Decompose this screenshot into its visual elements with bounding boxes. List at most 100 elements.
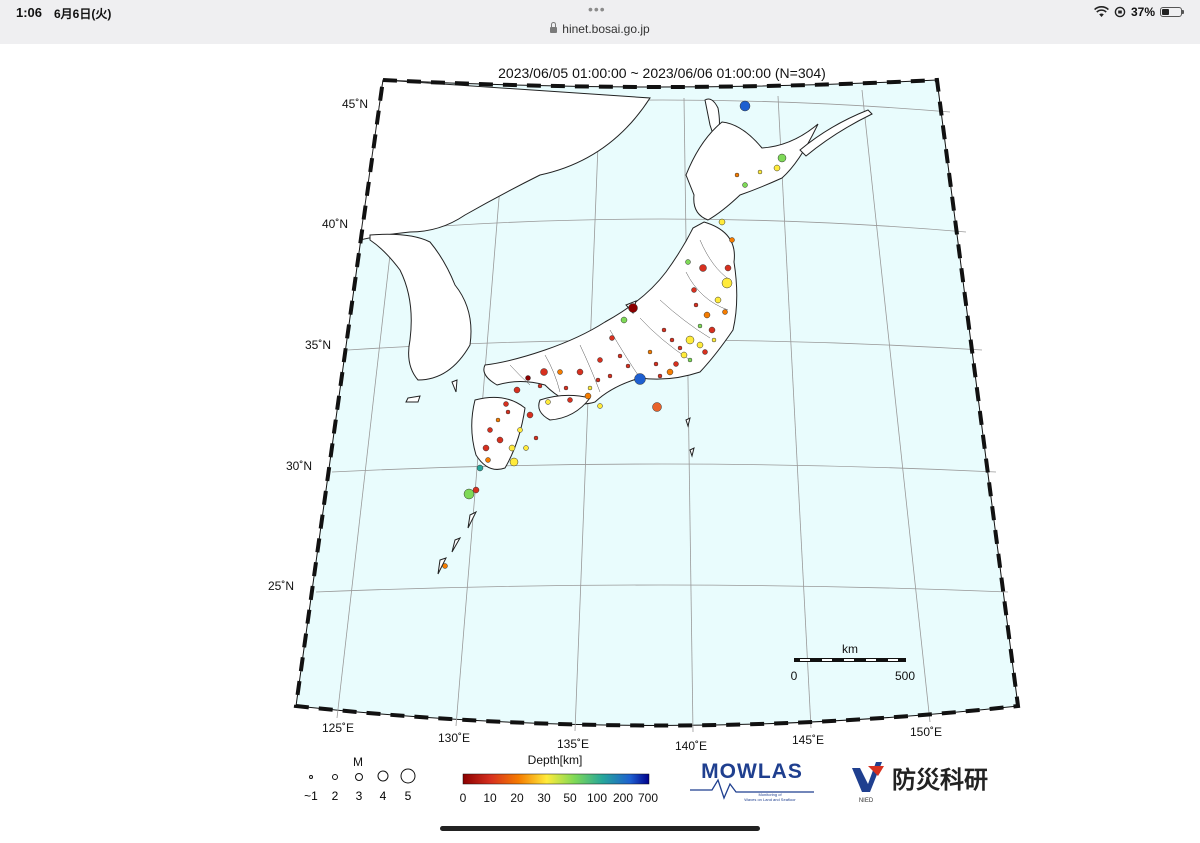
epicenter-marker: [537, 383, 543, 389]
epicenter-marker: [653, 361, 659, 367]
depth-label: 10: [483, 791, 497, 805]
map-frame: [293, 77, 1021, 728]
epicenter-marker: [513, 386, 521, 394]
nied-subtitle: NIED: [859, 798, 874, 804]
wifi-icon: [1094, 6, 1109, 17]
kyushu: [471, 396, 526, 470]
url-text: hinet.bosai.go.jp: [562, 22, 650, 36]
status-time: 1:06: [16, 5, 43, 20]
magnitude-legend: M ~1 2 3 4 5: [304, 755, 416, 803]
depth-legend-title: Depth[km]: [528, 753, 583, 767]
nied-logo[interactable]: NIED 防災科研: [852, 762, 988, 804]
epicenter-marker: [729, 237, 735, 243]
asian-mainland: [359, 79, 651, 241]
latitude-labels: 45˚N 40˚N 35˚N 30˚N 25˚N: [268, 97, 368, 593]
epicenter-marker: [567, 397, 573, 403]
epicenter-marker: [587, 385, 593, 391]
lon-label: 130˚E: [438, 731, 470, 745]
nied-emblem-accent-icon: [868, 766, 884, 776]
epicenter-marker: [485, 457, 491, 463]
epicenter-marker: [773, 164, 781, 172]
depth-label: 30: [537, 791, 551, 805]
depth-label: 0: [460, 791, 467, 805]
lat-label: 35˚N: [305, 338, 331, 352]
epicenter-marker: [523, 445, 529, 451]
epicenter-marker: [757, 169, 763, 175]
mowlas-subtitle: Monitoring of: [758, 792, 782, 797]
epicenter-marker: [708, 326, 716, 334]
epicenter-marker: [703, 311, 711, 319]
epicenter-marker: [673, 361, 679, 367]
epicenter-marker: [721, 277, 733, 289]
epicenter-marker: [677, 345, 683, 351]
epicenter-marker: [718, 218, 726, 226]
korean-peninsula: [369, 233, 472, 381]
battery-icon: [1160, 7, 1184, 17]
epicenter-marker: [711, 337, 717, 343]
epicenter-marker: [557, 369, 563, 375]
earthquake-markers: [442, 100, 787, 569]
epicenter-marker: [540, 368, 548, 376]
graticule: [315, 79, 1009, 733]
lon-label: 140˚E: [675, 739, 707, 753]
epicenter-marker: [734, 172, 740, 178]
mowlas-logo[interactable]: MOWLAS Monitoring of Waves on Land and S…: [690, 760, 814, 802]
epicenter-marker: [724, 264, 732, 272]
epicenter-marker: [476, 464, 484, 472]
epicenter-marker: [685, 259, 691, 265]
tsushima: [451, 379, 458, 393]
battery-percent: 37%: [1130, 5, 1155, 19]
lock-icon: [550, 22, 558, 33]
epicenter-marker: [584, 392, 592, 400]
epicenter-marker: [442, 563, 448, 569]
address-bar[interactable]: hinet.bosai.go.jp: [0, 22, 1200, 36]
nied-logo-text: 防災科研: [892, 766, 988, 794]
epicenter-marker: [685, 335, 695, 345]
epicenter-marker: [487, 427, 493, 433]
epicenter-marker: [657, 373, 663, 379]
mag-legend-title: M: [353, 755, 363, 769]
mag-label: 5: [405, 789, 412, 803]
epicenter-marker: [742, 182, 748, 188]
epicenter-marker: [509, 457, 519, 467]
mowlas-subtitle: Waves on Land and Seafloor: [744, 797, 796, 802]
epicenter-marker: [607, 373, 613, 379]
epicenter-marker: [482, 444, 490, 452]
epicenter-marker: [526, 411, 534, 419]
epicenter-marker: [597, 357, 603, 363]
mowlas-logo-text: MOWLAS: [701, 760, 803, 783]
epicenter-marker: [652, 402, 662, 412]
depth-label: 50: [563, 791, 577, 805]
lon-label: 145˚E: [792, 733, 824, 747]
lat-label: 30˚N: [286, 459, 312, 473]
home-indicator[interactable]: [440, 826, 760, 831]
epicenter-marker: [696, 341, 704, 349]
epicenter-marker: [669, 337, 675, 343]
status-indicators: 37%: [1094, 4, 1184, 20]
epicenter-marker: [533, 435, 539, 441]
epicenter-marker: [739, 100, 751, 112]
lon-label: 150˚E: [910, 725, 942, 739]
longitude-labels: 125˚E 130˚E 135˚E 140˚E 145˚E 150˚E: [322, 721, 942, 753]
orientation-lock-icon: [1114, 6, 1126, 18]
epicenter-marker: [617, 353, 623, 359]
lon-label: 125˚E: [322, 721, 354, 735]
depth-legend: Depth[km] 0 10 20 30 50 100 200 700: [460, 753, 659, 805]
epicenter-marker: [609, 335, 615, 341]
epicenter-marker: [699, 264, 707, 272]
epicenter-marker: [496, 436, 504, 444]
mag-label: 2: [332, 789, 339, 803]
epicenter-marker: [647, 349, 653, 355]
epicenter-marker: [693, 302, 699, 308]
map-title: 2023/06/05 01:00:00 ~ 2023/06/06 01:00:0…: [498, 65, 826, 81]
epicenter-marker: [495, 417, 501, 423]
mag-label: ~1: [304, 789, 318, 803]
scale-unit: km: [842, 642, 858, 656]
lat-label: 40˚N: [322, 217, 348, 231]
tab-more-icon[interactable]: •••: [588, 1, 606, 17]
jeju: [405, 395, 421, 403]
mag-label: 4: [380, 789, 387, 803]
depth-label: 100: [587, 791, 607, 805]
scale-bar: km 0 500: [791, 642, 916, 683]
depth-label: 20: [510, 791, 524, 805]
